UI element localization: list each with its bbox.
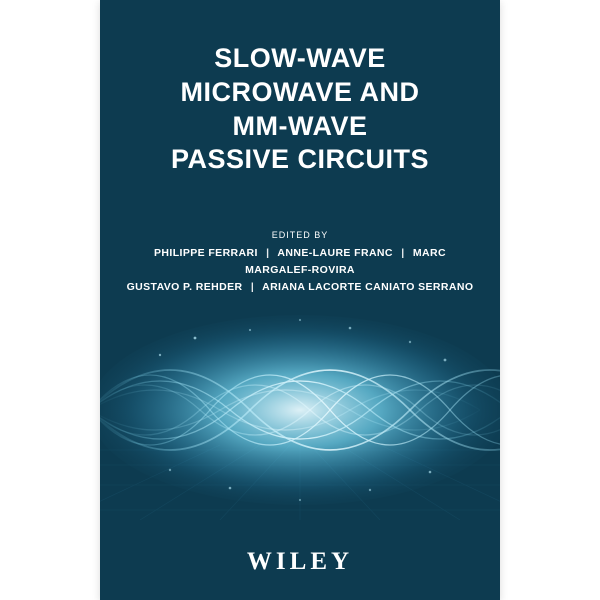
editors-row-2: GUSTAVO P. REHDER | ARIANA LACORTE CANIA… xyxy=(120,279,480,296)
separator: | xyxy=(401,247,404,259)
editors-block: EDITED BY PHILIPPE FERRARI | ANNE-LAURE … xyxy=(100,230,500,295)
title-line-1: SLOW-WAVE xyxy=(130,42,470,76)
title-block: SLOW-WAVE MICROWAVE AND MM-WAVE PASSIVE … xyxy=(100,42,500,177)
edited-by-label: EDITED BY xyxy=(120,230,480,240)
title-line-2: MICROWAVE AND xyxy=(130,76,470,110)
separator: | xyxy=(251,281,254,293)
book-cover: SLOW-WAVE MICROWAVE AND MM-WAVE PASSIVE … xyxy=(100,0,500,600)
editor-name: ANNE-LAURE FRANC xyxy=(277,247,392,259)
separator: | xyxy=(266,247,269,259)
title-line-3: MM-WAVE xyxy=(130,110,470,144)
editor-name: PHILIPPE FERRARI xyxy=(154,247,258,259)
wave-artwork xyxy=(100,300,500,520)
editors-row-1: PHILIPPE FERRARI | ANNE-LAURE FRANC | MA… xyxy=(120,245,480,279)
editor-name: GUSTAVO P. REHDER xyxy=(127,281,243,293)
title-line-4: PASSIVE CIRCUITS xyxy=(130,143,470,177)
publisher-name: WILEY xyxy=(100,548,500,576)
editor-name: ARIANA LACORTE CANIATO SERRANO xyxy=(262,281,473,293)
